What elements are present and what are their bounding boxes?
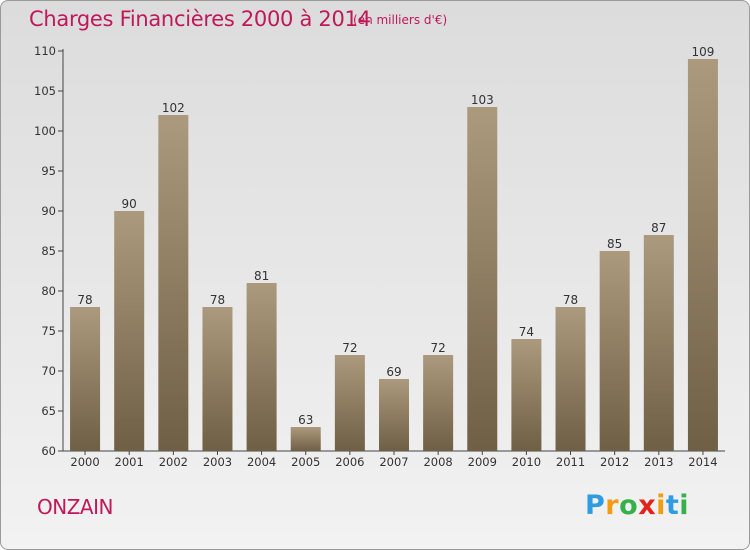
logo-letter: i (679, 490, 690, 521)
logo-letter: r (605, 490, 620, 521)
data-label: 72 (430, 341, 445, 355)
y-tick-label: 75 (41, 324, 56, 338)
x-axis: 2000 2001 2002 2003 2004 2005 2006 2007 2008 2009… (63, 450, 725, 469)
data-label: 78 (77, 293, 92, 307)
y-tick-label: 85 (41, 244, 56, 258)
commune-name: ONZAIN (37, 495, 113, 519)
y-tick-label: 95 (41, 164, 56, 178)
bar (246, 283, 277, 451)
data-label: 87 (651, 221, 666, 235)
data-label: 63 (298, 413, 313, 427)
x-tick-label: 2001 (115, 455, 144, 469)
x-tick-label: 2009 (468, 455, 497, 469)
y-tick-label: 60 (41, 444, 56, 458)
logo-letter: x (638, 490, 657, 521)
bar (643, 235, 674, 451)
y-tick-label: 70 (41, 364, 56, 378)
data-label: 78 (210, 293, 225, 307)
y-tick-label: 90 (41, 204, 56, 218)
data-label: 78 (563, 293, 578, 307)
y-tick-label: 110 (34, 44, 56, 58)
data-label: 81 (254, 269, 269, 283)
x-tick-label: 2010 (512, 455, 541, 469)
data-label: 109 (691, 45, 714, 59)
x-tick-label: 2004 (247, 455, 276, 469)
data-label: 69 (386, 365, 401, 379)
data-labels: 78 90 102 78 81 63 72 69 72 103 74 78 85 87 109 (77, 45, 714, 427)
bar (555, 307, 586, 451)
y-axis: 60 65 70 75 80 85 90 95 100 105 110 (34, 44, 64, 458)
data-label: 74 (519, 325, 534, 339)
bar (599, 251, 630, 451)
bar (379, 379, 409, 451)
logo-letter: t (665, 490, 680, 521)
bar (423, 355, 454, 451)
y-tick-label: 65 (41, 404, 56, 418)
x-tick-label: 2014 (688, 455, 717, 469)
x-tick-label: 2007 (379, 455, 408, 469)
chart-unit: (en milliers d'€) (353, 13, 448, 27)
data-label: 85 (607, 237, 622, 251)
bar (70, 307, 101, 451)
x-tick-label: 2000 (70, 455, 99, 469)
x-tick-label: 2002 (159, 455, 188, 469)
proxiti-logo[interactable]: Proxiti (585, 490, 689, 521)
bar (114, 211, 145, 451)
x-tick-label: 2003 (203, 455, 232, 469)
logo-letter: P (585, 490, 606, 521)
data-label: 90 (122, 197, 137, 211)
y-tick-label: 80 (41, 284, 56, 298)
x-tick-label: 2012 (600, 455, 629, 469)
data-label: 72 (342, 341, 357, 355)
x-tick-label: 2013 (644, 455, 673, 469)
y-tick-label: 100 (34, 124, 56, 138)
bar (687, 59, 718, 451)
bar (290, 427, 321, 451)
x-tick-label: 2011 (556, 455, 585, 469)
x-tick-label: 2006 (335, 455, 364, 469)
bar (334, 355, 365, 451)
chart-title: Charges Financières 2000 à 2014 (29, 7, 371, 31)
bars (70, 59, 718, 451)
data-label: 103 (471, 93, 494, 107)
bar (467, 107, 498, 451)
logo-letter: o (619, 490, 639, 521)
data-label: 102 (162, 101, 185, 115)
bar (158, 115, 189, 451)
bar (202, 307, 233, 451)
x-tick-label: 2008 (423, 455, 452, 469)
y-tick-label: 105 (34, 84, 56, 98)
logo-letter: i (656, 490, 666, 521)
bar (511, 339, 542, 451)
x-tick-label: 2005 (291, 455, 320, 469)
